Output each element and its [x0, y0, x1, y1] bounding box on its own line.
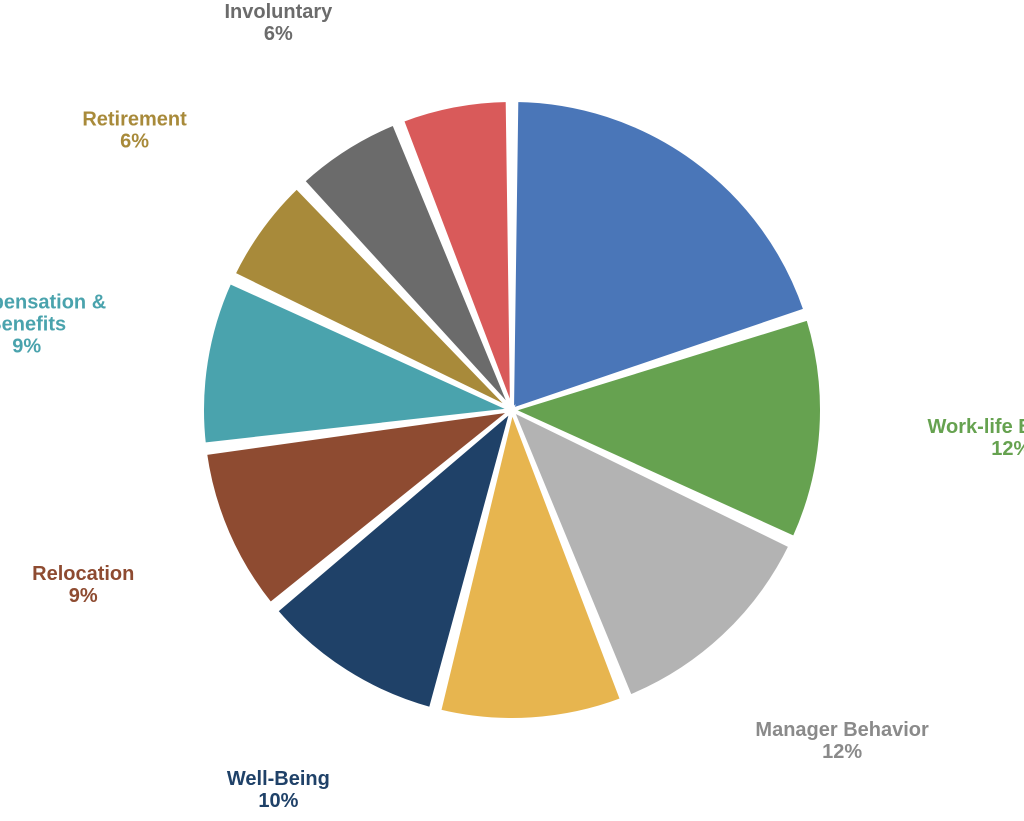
slice-label-group: Involuntary6% — [224, 1, 333, 45]
slice-label: Involuntary — [224, 1, 333, 23]
slice-pct: 9% — [12, 336, 41, 358]
slice-label: Retirement — [82, 109, 187, 131]
slice-label-group: Relocation9% — [32, 563, 134, 607]
slice-pct: 12% — [822, 741, 862, 763]
pie-chart: Career Development20%Work-life Balance12… — [0, 0, 1024, 821]
slice-pct: 6% — [264, 23, 293, 45]
slice-pct: 9% — [69, 585, 98, 607]
slice-label-group: Retirement6% — [82, 109, 187, 153]
slice-label-group: Manager Behavior12% — [755, 719, 929, 763]
slice-label: Work-life Balance — [928, 416, 1024, 438]
slice-label-group: Work-life Balance12% — [928, 416, 1024, 460]
slice-label: Compensation & — [0, 292, 106, 314]
slice-label: Benefits — [0, 314, 66, 336]
slice-pct: 6% — [120, 131, 149, 153]
slice-pct: 12% — [991, 438, 1024, 460]
slice-label: Relocation — [32, 563, 134, 585]
slice-label: Manager Behavior — [755, 719, 929, 741]
slice-label-group: Well-Being10% — [227, 768, 330, 812]
slice-label: Well-Being — [227, 768, 330, 790]
slice-pct: 10% — [258, 790, 298, 812]
slice-label-group: Compensation &Benefits9% — [0, 292, 106, 358]
